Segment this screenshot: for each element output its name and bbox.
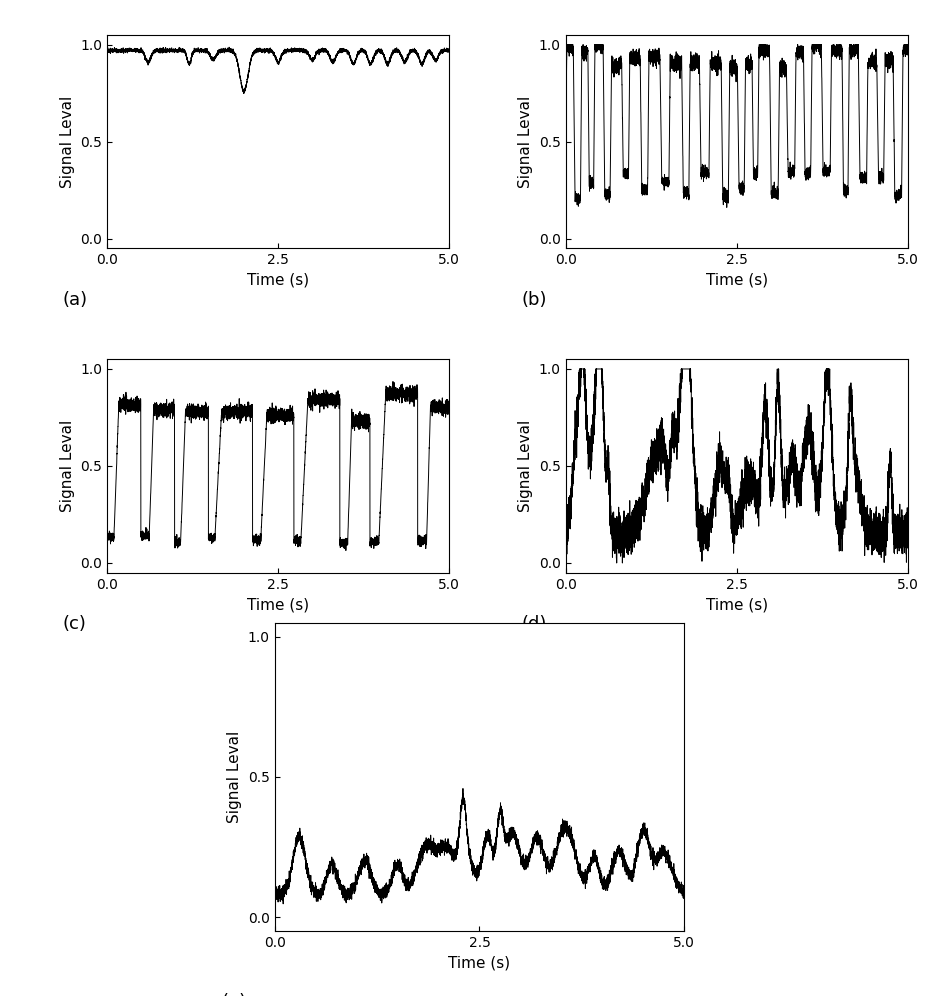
X-axis label: Time (s): Time (s) (449, 956, 510, 971)
Text: (a): (a) (62, 291, 88, 309)
Y-axis label: Signal Leval: Signal Leval (519, 96, 533, 187)
Text: (e): (e) (222, 993, 247, 996)
Y-axis label: Signal Leval: Signal Leval (227, 731, 242, 823)
Text: (c): (c) (62, 616, 87, 633)
X-axis label: Time (s): Time (s) (706, 598, 768, 613)
X-axis label: Time (s): Time (s) (706, 273, 768, 288)
Y-axis label: Signal Leval: Signal Leval (60, 96, 74, 187)
Text: (b): (b) (521, 291, 546, 309)
Y-axis label: Signal Leval: Signal Leval (519, 420, 533, 512)
X-axis label: Time (s): Time (s) (247, 273, 309, 288)
Y-axis label: Signal Leval: Signal Leval (60, 420, 74, 512)
Text: (d): (d) (521, 616, 546, 633)
X-axis label: Time (s): Time (s) (247, 598, 309, 613)
